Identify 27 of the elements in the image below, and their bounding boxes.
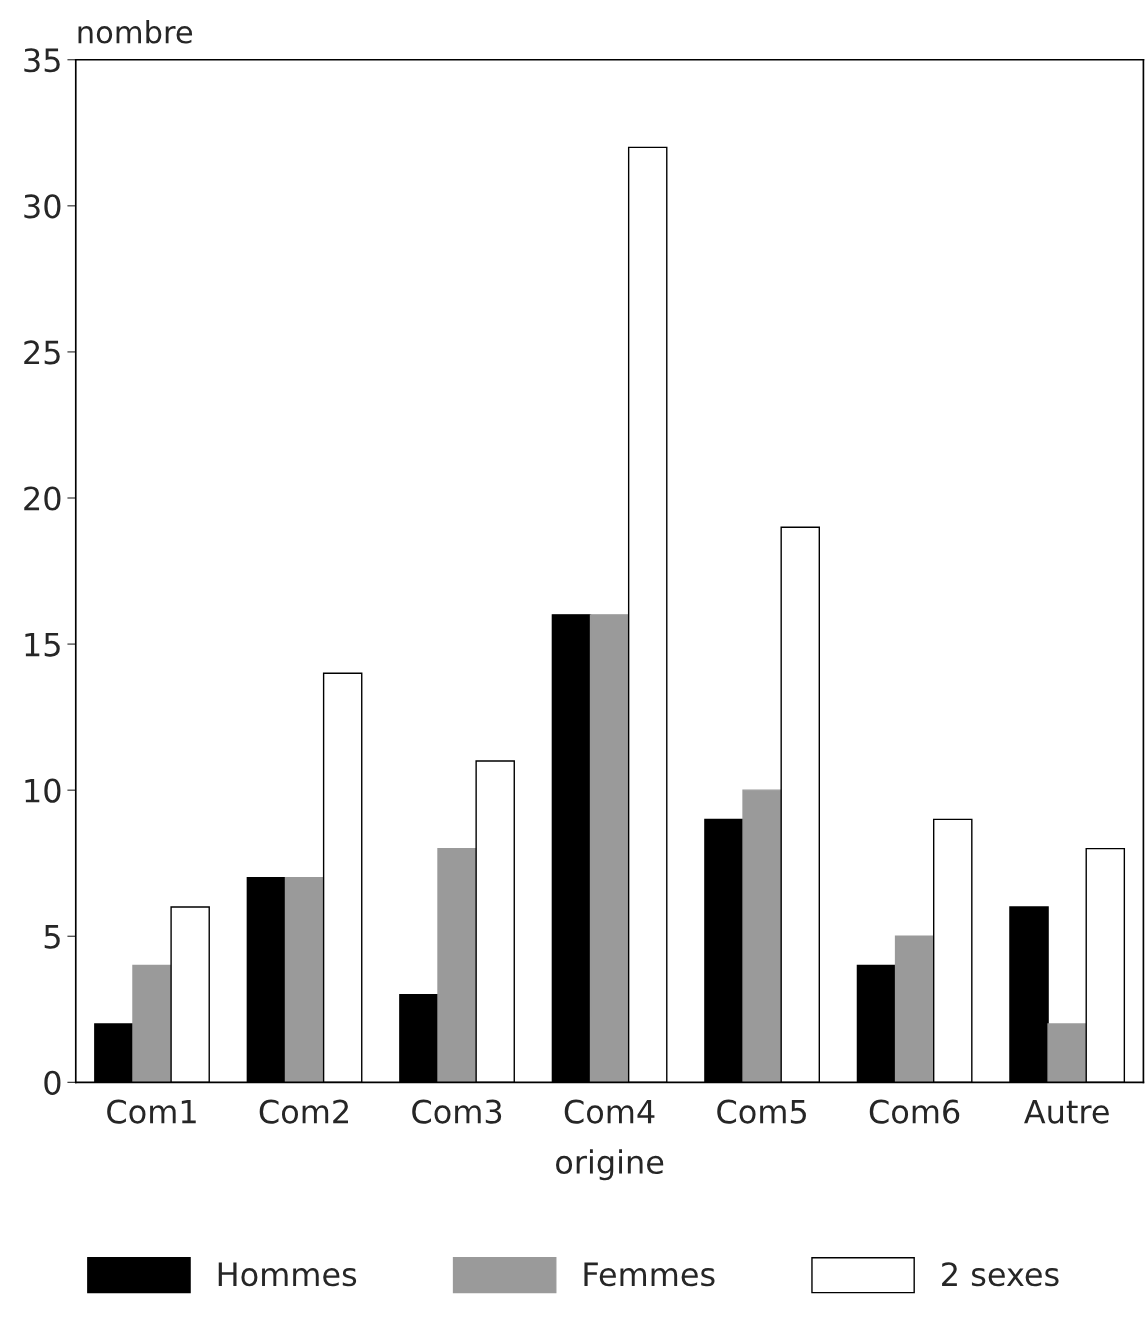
y-tick-label: 25 bbox=[24, 340, 60, 365]
bar bbox=[284, 877, 325, 1083]
x-tick-label: Com1 bbox=[107, 1099, 196, 1124]
legend-label: 2 sexes bbox=[942, 1262, 1059, 1287]
x-tick-label: Com4 bbox=[564, 1099, 655, 1124]
x-tick-label: Com2 bbox=[259, 1099, 348, 1124]
bar bbox=[742, 789, 782, 1083]
legend-label: Hommes bbox=[218, 1262, 357, 1287]
bar bbox=[589, 614, 630, 1083]
y-tick-label: 35 bbox=[24, 48, 60, 73]
y-tick-label: 20 bbox=[24, 486, 61, 511]
legend-label: Femmes bbox=[584, 1262, 715, 1287]
x-tick-label: Autre bbox=[1024, 1099, 1109, 1124]
y-tick-label: 0 bbox=[44, 1070, 61, 1095]
x-tick-label: Com5 bbox=[717, 1099, 806, 1124]
y-tick-label: 10 bbox=[25, 778, 61, 803]
x-tick-label: Com3 bbox=[412, 1099, 502, 1124]
y-tick-label: 15 bbox=[25, 632, 60, 657]
y-tick-label: 5 bbox=[44, 925, 60, 949]
bar bbox=[437, 847, 477, 1083]
bar bbox=[894, 935, 935, 1083]
x-axis-title: origine bbox=[556, 1149, 664, 1181]
y-axis-title: nombre bbox=[78, 19, 193, 44]
bar bbox=[1047, 1023, 1087, 1083]
y-tick-label: 30 bbox=[24, 194, 61, 219]
bar bbox=[132, 964, 172, 1083]
x-tick-label: Com6 bbox=[869, 1099, 960, 1124]
